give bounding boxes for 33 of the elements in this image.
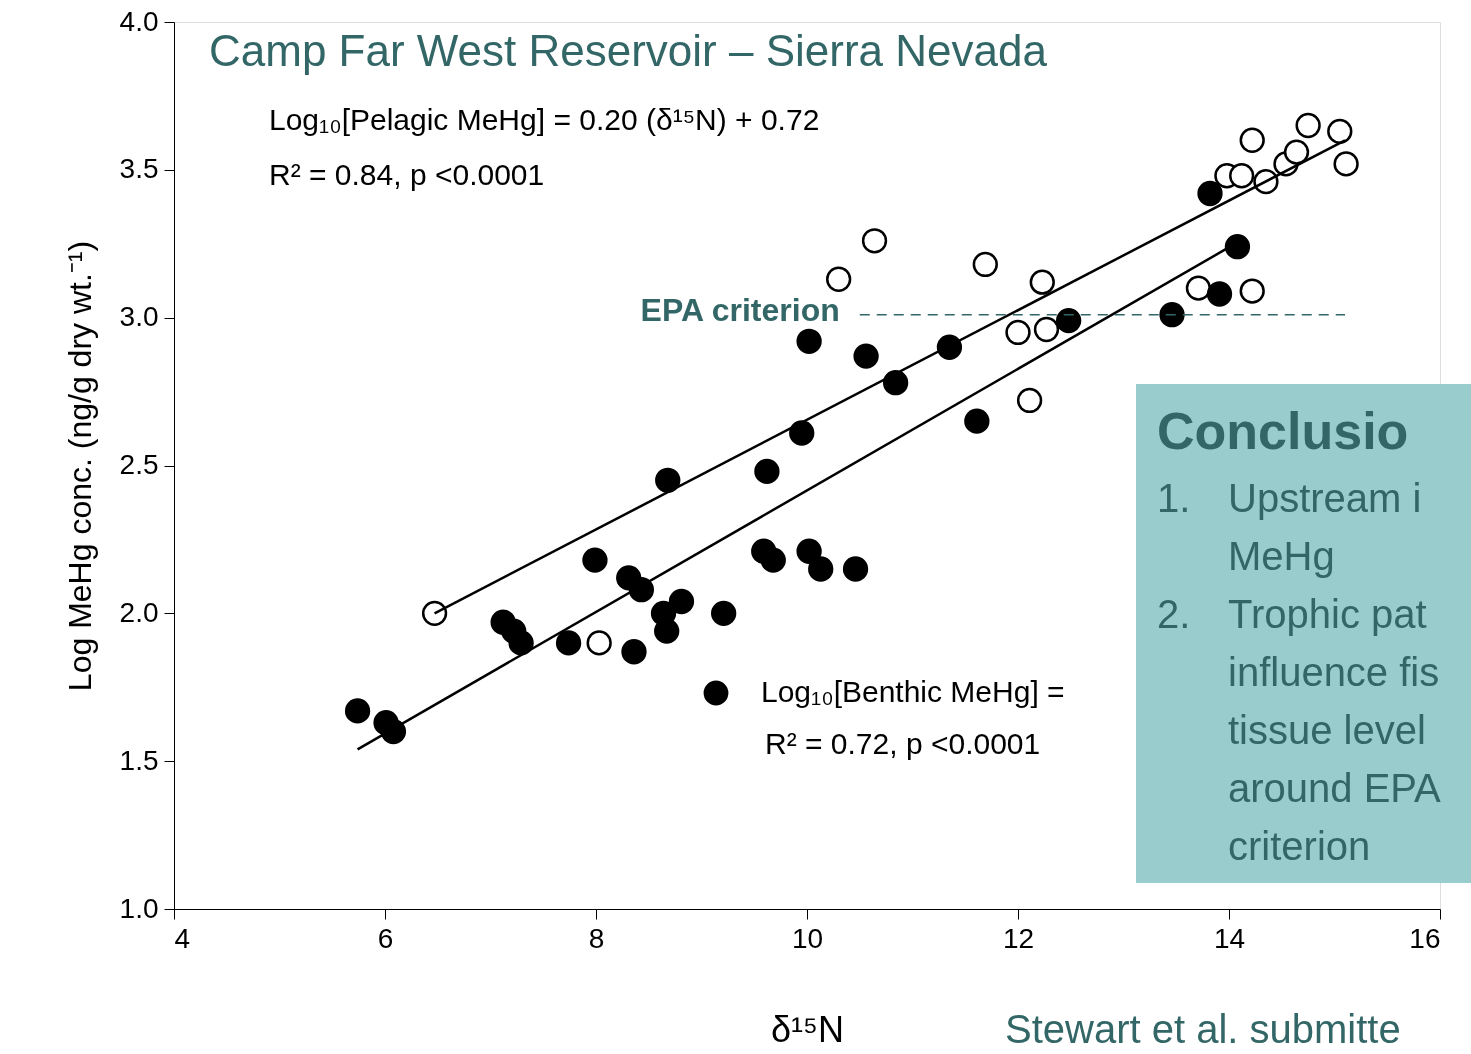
x-tick-label: 8 xyxy=(588,922,605,954)
annotation: influence fis xyxy=(1228,650,1440,694)
text: Stewart et al. submitte xyxy=(1005,1007,1401,1051)
annotation: R² = 0.84, p <0.0001 xyxy=(269,158,545,191)
x-tick-label: 6 xyxy=(377,922,394,954)
legend-label: Log₁₀[Benthic MeHg] = xyxy=(761,675,1065,708)
annotation: around EPA xyxy=(1228,766,1442,810)
y-tick-label: 3.0 xyxy=(119,301,159,333)
y-tick-label: 2.0 xyxy=(119,596,159,628)
y-tick-label: 3.5 xyxy=(119,153,159,185)
annotation: Upstream i xyxy=(1228,476,1422,520)
annotation: MeHg xyxy=(1228,534,1335,578)
annotation: Conclusio xyxy=(1157,402,1409,460)
annotation: 1. xyxy=(1157,476,1191,520)
y-tick-label: 1.0 xyxy=(119,892,159,924)
annotation: criterion xyxy=(1228,824,1371,868)
annotation: tissue level xyxy=(1228,708,1426,752)
annotation: Trophic pat xyxy=(1228,592,1427,636)
x-tick-label: 16 xyxy=(1409,922,1441,954)
x-tick-label: 14 xyxy=(1213,922,1246,954)
annotation: Log₁₀[Pelagic MeHg] = 0.20 (δ¹⁵N) + 0.72 xyxy=(269,103,820,136)
x-tick-label: 4 xyxy=(174,922,191,954)
x-tick-label: 12 xyxy=(1002,922,1035,954)
y-tick-label: 4.0 xyxy=(119,5,159,37)
y-tick-label: 2.5 xyxy=(119,449,159,480)
annotation: EPA criterion xyxy=(640,291,840,328)
y-axis-title: Log MeHg conc. (ng/g dry wt.⁻¹) xyxy=(61,240,98,692)
annotation: R² = 0.72, p <0.0001 xyxy=(765,727,1041,760)
chart-title: Camp Far West Reservoir – Sierra Nevada xyxy=(209,26,1048,75)
x-tick-label: 10 xyxy=(791,922,824,954)
y-tick-label: 1.5 xyxy=(119,744,159,776)
x-axis-title: δ¹⁵N xyxy=(771,1008,844,1050)
annotation: 2. xyxy=(1157,592,1191,636)
